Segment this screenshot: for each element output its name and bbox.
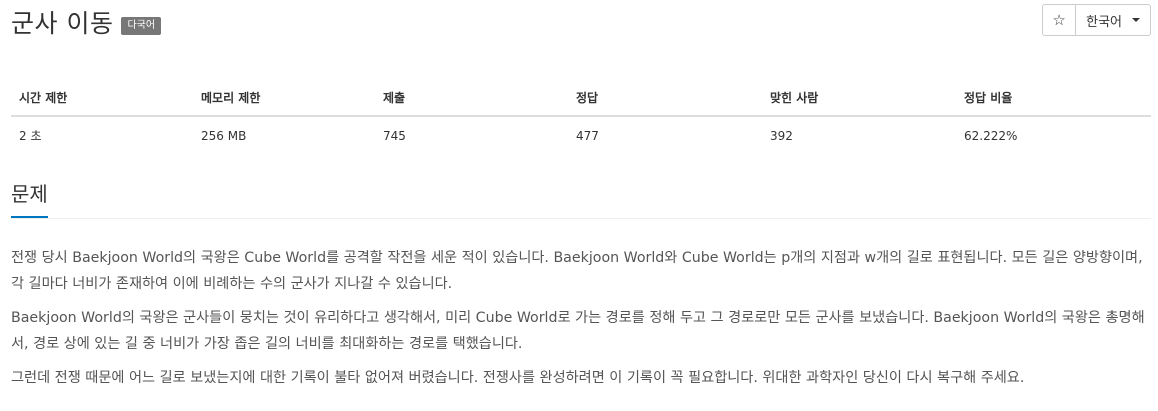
accept-ratio-value: 62.222% [956, 115, 1151, 153]
description-paragraph: Baekjoon World의 국왕은 군사들이 뭉치는 것이 유리하다고 생각… [11, 310, 1145, 352]
header-memory-limit: 메모리 제한 [193, 79, 375, 117]
header-accepted: 정답 [568, 79, 762, 117]
description-paragraph: 그런데 전쟁 때문에 어느 길로 보냈는지에 대한 기록이 불타 없어져 버렸습… [11, 370, 1025, 386]
table-header-row: 시간 제한 메모리 제한 제출 정답 맞힌 사람 정답 비율 [11, 79, 1151, 117]
memory-limit-value: 256 MB [193, 115, 375, 153]
page-title: 군사 이동 [11, 9, 114, 38]
solved-users-value: 392 [762, 115, 956, 153]
header-submissions: 제출 [375, 79, 568, 117]
submissions-value: 745 [375, 115, 568, 153]
header-solved-users: 맞힌 사람 [762, 79, 956, 117]
header-time-limit: 시간 제한 [11, 79, 193, 117]
problem-section-header: 문제 [11, 178, 1151, 219]
problem-info-table: 시간 제한 메모리 제한 제출 정답 맞힌 사람 정답 비율 2 초 256 M… [11, 79, 1151, 153]
language-dropdown-label: 한국어 [1086, 14, 1122, 30]
language-dropdown[interactable]: 한국어 [1076, 4, 1151, 36]
description-paragraph: 전쟁 당시 Baekjoon World의 국왕은 Cube World를 공격… [11, 250, 1143, 292]
caret-down-icon [1132, 18, 1140, 22]
header-accept-ratio: 정답 비율 [956, 79, 1151, 117]
accepted-value: 477 [568, 115, 762, 153]
star-icon: ☆ [1052, 11, 1066, 29]
title-row: 군사 이동 다국어 [11, 4, 162, 40]
multilingual-badge[interactable]: 다국어 [121, 17, 162, 35]
time-limit-value: 2 초 [11, 115, 193, 153]
problem-description: 전쟁 당시 Baekjoon World의 국왕은 Cube World를 공격… [11, 245, 1151, 399]
toolbar: ☆ 한국어 [1042, 4, 1151, 36]
table-row: 2 초 256 MB 745 477 392 62.222% [11, 115, 1151, 153]
favorite-button[interactable]: ☆ [1042, 4, 1077, 36]
section-title: 문제 [11, 178, 48, 218]
